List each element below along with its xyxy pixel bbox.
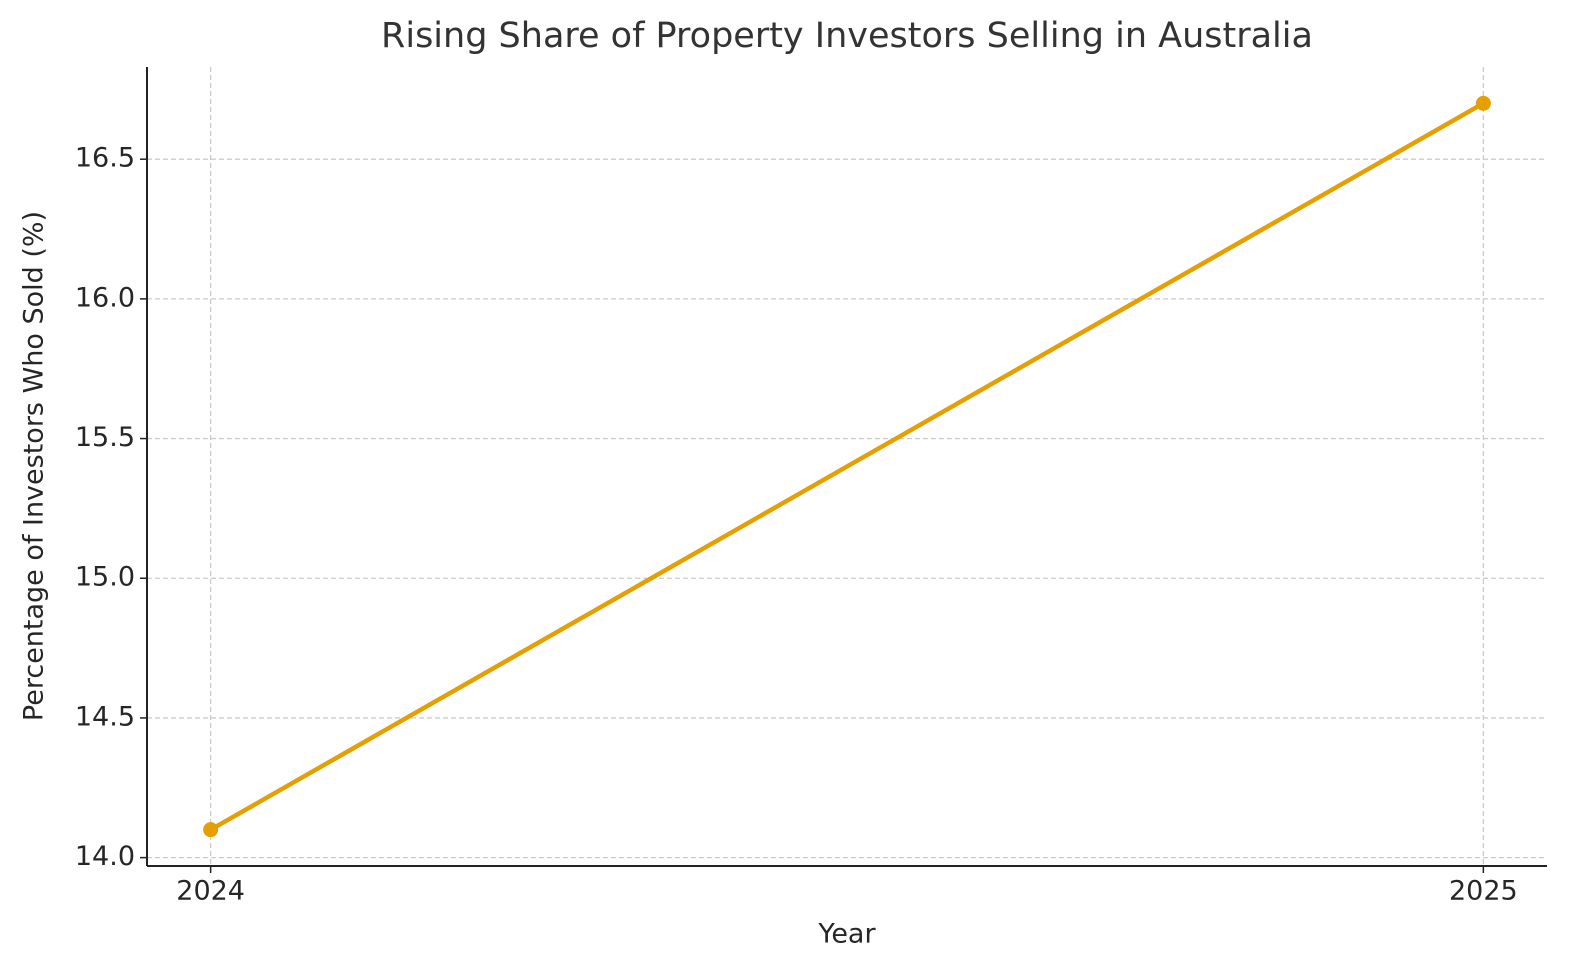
x-tick-label: 2025: [1449, 876, 1518, 907]
y-tick-label: 14.5: [75, 701, 135, 732]
x-tick-label: 2024: [176, 876, 245, 907]
point: [1475, 95, 1491, 111]
chart-title: Rising Share of Property Investors Selli…: [381, 16, 1313, 56]
y-tick-label: 15.5: [75, 422, 135, 453]
y-tick-label: 16.5: [75, 143, 135, 174]
y-tick-label: 16.0: [75, 282, 135, 313]
y-tick-label: 14.0: [75, 841, 135, 872]
point: [203, 822, 219, 838]
y-axis-label: Percentage of Investors Who Sold (%): [19, 211, 50, 721]
x-axis-label: Year: [817, 919, 876, 950]
line: [209, 101, 1485, 832]
y-tick-label: 15.0: [75, 562, 135, 593]
